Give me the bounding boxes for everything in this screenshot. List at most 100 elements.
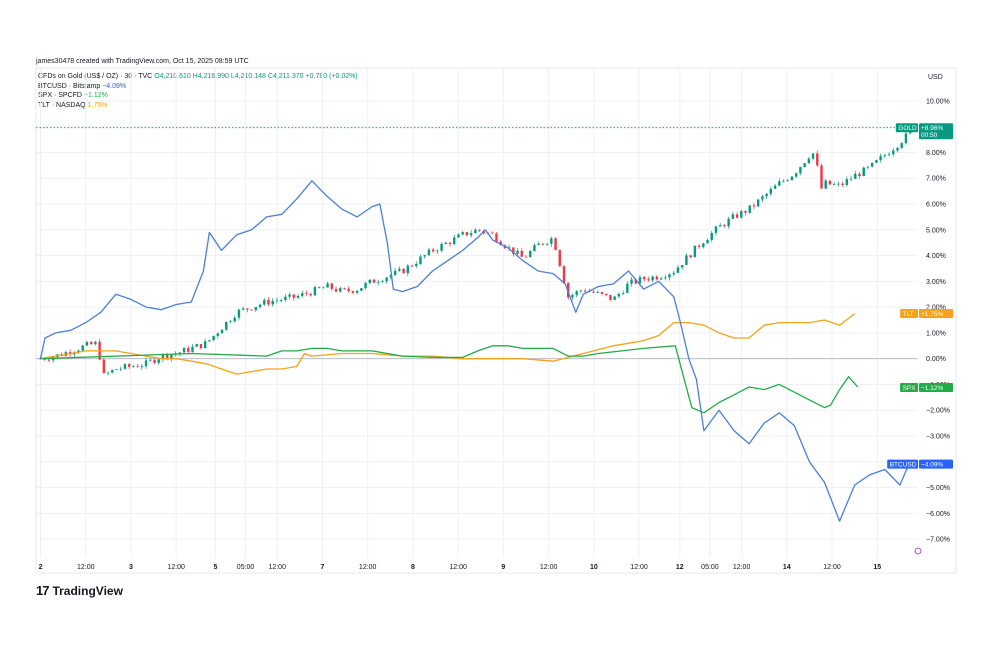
gold-candle xyxy=(495,233,498,242)
credit-line: james30478 created with TradingView.com,… xyxy=(36,58,249,65)
gold-candle xyxy=(647,279,650,281)
gold-candle xyxy=(676,267,680,273)
gold-candle xyxy=(503,245,507,249)
gold-candle xyxy=(465,232,469,236)
gold-candle xyxy=(64,352,68,356)
gold-candle xyxy=(541,243,545,245)
gold-candle xyxy=(668,274,671,278)
tradingview-logo[interactable]: 17 TradingView xyxy=(36,583,123,598)
legend-btc-name: BTCUSD · Bitstamp xyxy=(38,82,101,90)
gold-candle xyxy=(613,296,616,300)
gold-candle xyxy=(499,241,502,246)
gold-candle xyxy=(182,347,186,353)
gold-candles xyxy=(39,129,916,376)
gold-candle xyxy=(896,147,899,151)
legend-low: L4,210.148 xyxy=(230,73,266,80)
gold-candle xyxy=(98,341,101,360)
gold-candle xyxy=(592,291,595,293)
legend-tlt-name: TLT · NASDAQ xyxy=(38,101,86,109)
gold-candle xyxy=(664,277,667,279)
gold-value-text: +8.96% xyxy=(921,125,943,132)
x-tick-label: 8 xyxy=(411,564,415,571)
gold-candle xyxy=(887,154,891,156)
gold-candle xyxy=(237,309,241,318)
gold-price-label: GOLD +8.96%00:50 xyxy=(895,123,953,140)
gold-candle xyxy=(913,130,916,132)
gold-candle xyxy=(474,229,477,234)
gold-candle xyxy=(524,256,528,258)
legend-row-tlt[interactable]: TLT · NASDAQ 1.75% xyxy=(38,101,358,111)
gold-candle xyxy=(689,255,692,258)
gold-candle xyxy=(740,211,743,218)
gold-candle xyxy=(85,342,89,346)
gold-candle xyxy=(178,352,182,354)
gold-candle xyxy=(410,265,414,267)
gold-candle xyxy=(212,335,215,341)
gold-candle xyxy=(516,250,519,254)
gold-candle xyxy=(680,265,684,268)
gold-candle xyxy=(803,163,806,168)
btc-value-tag xyxy=(919,459,953,469)
legend-open: O4,210.610 xyxy=(154,73,191,80)
gold-candle xyxy=(398,268,401,271)
gold-candle xyxy=(127,364,131,367)
gold-candle xyxy=(491,232,494,234)
gold-candle xyxy=(849,178,853,180)
gold-candle xyxy=(858,173,861,177)
x-tick-label: 12:00 xyxy=(449,564,467,571)
gold-candle xyxy=(794,173,798,177)
gold-candle xyxy=(161,354,165,360)
gold-candle xyxy=(706,239,709,244)
gold-candle xyxy=(444,242,447,245)
gold-candle xyxy=(714,226,718,233)
gold-candle xyxy=(56,354,59,358)
gold-candle xyxy=(718,225,722,227)
gold-candle xyxy=(199,344,203,349)
gold-candle xyxy=(250,309,253,311)
plot-border xyxy=(35,67,957,574)
chart-legend: CFDs on Gold (US$ / OZ) · 30 · TVC O4,21… xyxy=(38,72,358,110)
gold-candle xyxy=(752,205,756,207)
gold-candle xyxy=(233,317,236,322)
y-tick-label: −6.00% xyxy=(926,511,950,518)
x-tick-label: 12:00 xyxy=(630,564,648,571)
gold-candle xyxy=(765,193,768,197)
gold-candle xyxy=(292,294,296,298)
gold-candle xyxy=(330,283,334,289)
gold-candle xyxy=(89,342,93,345)
gold-candle xyxy=(246,308,249,310)
gold-candle xyxy=(486,232,490,234)
gold-candle xyxy=(339,288,342,292)
btc-price-label: BTCUSD −4.09% xyxy=(887,459,953,469)
gold-candle xyxy=(659,278,663,280)
gold-candle xyxy=(562,266,566,283)
currency-label[interactable]: USD xyxy=(928,74,943,81)
gold-candle xyxy=(144,360,148,367)
gold-candle xyxy=(402,268,405,274)
gold-candle xyxy=(828,180,832,185)
gold-name-tag xyxy=(895,123,918,133)
legend-row-gold[interactable]: CFDs on Gold (US$ / OZ) · 30 · TVC O4,21… xyxy=(38,72,358,82)
gold-candle xyxy=(229,321,232,323)
legend-row-btc[interactable]: BTCUSD · Bitstamp −4.09% xyxy=(38,82,358,92)
gold-candle xyxy=(43,358,46,360)
legend-row-spx[interactable]: SPX · SPCFD −1.12% xyxy=(38,91,358,101)
gold-candle xyxy=(111,369,114,373)
x-tick-label: 12:00 xyxy=(77,564,95,571)
gold-candle xyxy=(892,150,895,155)
gold-candle xyxy=(271,300,274,305)
y-tick-label: 10.00% xyxy=(926,98,950,105)
gold-candle xyxy=(301,293,304,296)
gold-candle xyxy=(786,180,789,181)
gold-candle xyxy=(170,354,173,359)
gold-candle xyxy=(702,243,705,248)
tradingview-logo-icon: 17 xyxy=(36,583,50,598)
gold-candle xyxy=(275,300,279,302)
gold-candle xyxy=(832,184,836,185)
x-tick-label: 9 xyxy=(501,564,505,571)
x-tick-label: 12:00 xyxy=(167,564,185,571)
gold-candle xyxy=(748,205,751,213)
y-tick-label: −7.00% xyxy=(926,537,950,544)
gold-candle xyxy=(415,263,418,267)
gold-candle xyxy=(115,369,118,371)
